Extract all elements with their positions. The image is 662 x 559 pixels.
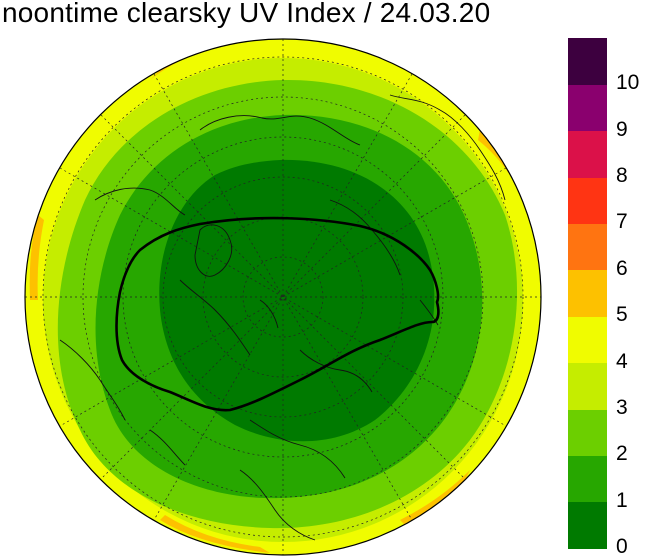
- colorbar-swatch-4: [568, 316, 607, 364]
- colorbar-label-5: 5: [616, 303, 628, 327]
- colorbar-swatch-2: [568, 408, 607, 456]
- colorbar-label-7: 7: [616, 210, 628, 234]
- colorbar-label-9: 9: [616, 117, 628, 141]
- colorbar-swatch-6: [568, 223, 607, 271]
- colorbar-swatch-9: [568, 84, 607, 132]
- colorbar-label-8: 8: [616, 164, 628, 188]
- map-title: noontime clearsky UV Index / 24.03.20: [2, 0, 491, 28]
- colorbar-label-1: 1: [616, 488, 628, 512]
- colorbar-label-10: 10: [616, 71, 640, 95]
- colorbar-label-2: 2: [616, 442, 628, 466]
- uv-band-0: [159, 159, 435, 442]
- colorbar-swatch-8: [568, 130, 607, 178]
- meridian-grid: [25, 39, 541, 555]
- colorbar-swatch-5: [568, 269, 607, 317]
- colorbar-label-4: 4: [616, 349, 628, 373]
- colorbar-swatch-3: [568, 362, 607, 410]
- colorbar-swatch-0: [568, 501, 607, 549]
- colorbar-label-6: 6: [616, 256, 628, 280]
- colorbar-swatch-7: [568, 177, 607, 225]
- colorbar-swatch-10: [568, 38, 607, 85]
- ozone-contour: [115, 216, 440, 412]
- colorbar-label-0: 0: [616, 535, 628, 558]
- map-border: [24, 38, 542, 556]
- uv-colorbar: [568, 38, 607, 549]
- colorbar-swatch-1: [568, 455, 607, 503]
- colorbar-label-3: 3: [616, 395, 628, 419]
